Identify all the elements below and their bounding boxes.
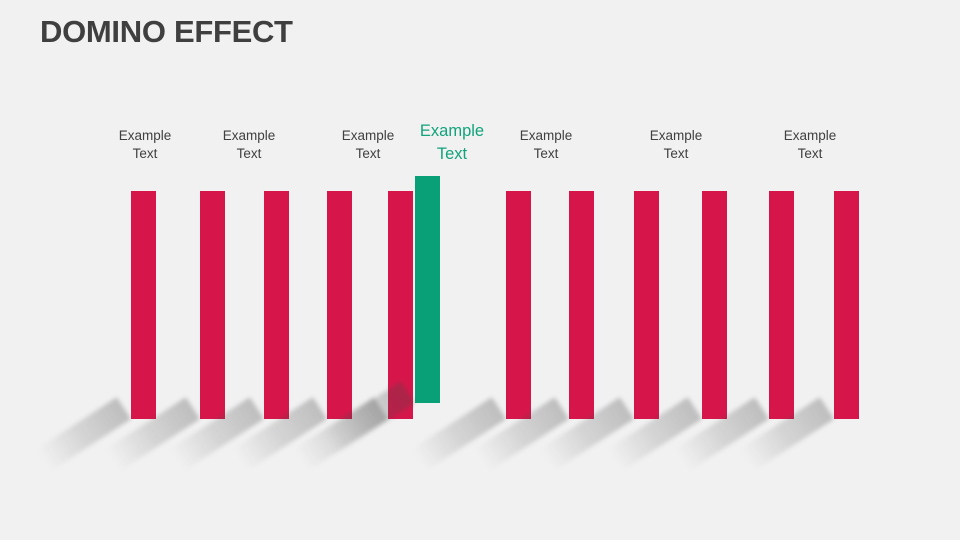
label-line: Text	[797, 146, 823, 161]
domino-bar-red	[327, 191, 352, 419]
domino-bar-red	[834, 191, 859, 419]
label-line: Example	[419, 122, 485, 140]
label-line: Text	[663, 146, 689, 161]
domino-bar-green	[415, 176, 440, 403]
domino-label: Example Text	[784, 127, 837, 163]
domino-bar-red	[388, 191, 413, 419]
domino-bar-red	[264, 191, 289, 419]
domino-bar-red	[200, 191, 225, 419]
domino-bar-red	[131, 191, 156, 419]
domino-shadow	[401, 397, 506, 478]
domino-bar-red	[769, 191, 794, 419]
domino-label: Example Text	[119, 127, 172, 163]
label-line: Text	[355, 146, 381, 161]
label-line: Example	[222, 128, 276, 143]
domino-label: Example Text	[650, 127, 703, 163]
label-line: Example	[341, 128, 395, 143]
label-line: Text	[236, 146, 262, 161]
domino-label: Example Text	[342, 127, 395, 163]
domino-bar-red	[634, 191, 659, 419]
label-line: Text	[132, 146, 158, 161]
label-line: Example	[649, 128, 703, 143]
domino-label: Example Text	[520, 127, 573, 163]
label-line: Example	[519, 128, 573, 143]
label-line: Text	[533, 146, 559, 161]
domino-label: Example Text	[223, 127, 276, 163]
label-line: Example	[118, 128, 172, 143]
domino-bar-red	[506, 191, 531, 419]
slide-title: DOMINO EFFECT	[40, 14, 293, 49]
label-line: Text	[436, 145, 468, 163]
domino-shadow	[26, 397, 132, 478]
label-line: Example	[783, 128, 837, 143]
domino-bar-red	[569, 191, 594, 419]
domino-bar-red	[702, 191, 727, 419]
domino-label-highlighted: Example Text	[420, 120, 484, 166]
